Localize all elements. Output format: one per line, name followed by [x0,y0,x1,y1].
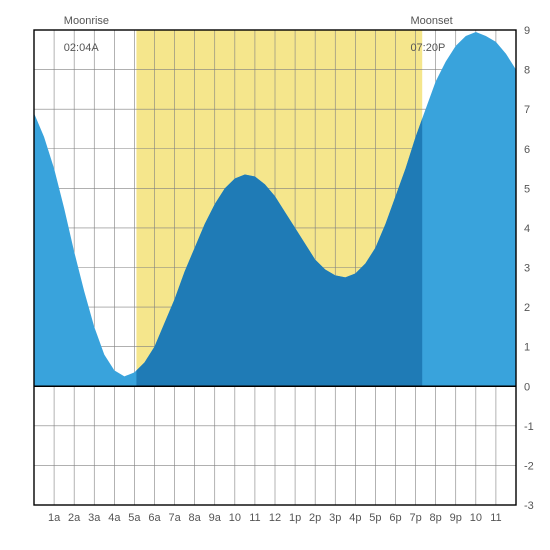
moonset-label: Moonset 07:20P [398,2,452,68]
x-tick-label: 2a [68,512,81,524]
y-tick-label: 4 [524,223,530,235]
y-tick-label: 6 [524,144,530,156]
tide-chart: Moonrise 02:04A Moonset 07:20P -3-2-1012… [0,0,550,550]
x-tick-label: 7a [168,512,181,524]
x-tick-label: 4a [108,512,121,524]
x-tick-label: 1a [48,512,61,524]
x-tick-label: 3p [329,512,341,524]
x-tick-label: 9a [209,512,222,524]
chart-svg: -3-2-101234567891a2a3a4a5a6a7a8a9a101112… [0,0,550,550]
x-tick-label: 11 [249,512,260,524]
y-tick-label: 8 [524,65,530,77]
y-tick-label: 2 [524,302,530,314]
x-tick-label: 12 [269,512,281,524]
y-tick-label: 7 [524,104,530,116]
x-tick-label: 5p [369,512,381,524]
moonrise-time: 02:04A [64,42,99,54]
y-tick-label: -3 [524,500,534,512]
x-tick-label: 5a [128,512,141,524]
y-tick-label: 9 [524,25,530,37]
x-tick-label: 11 [490,512,501,524]
x-tick-label: 9p [450,512,462,524]
moonset-time: 07:20P [410,42,445,54]
y-tick-label: 3 [524,263,530,275]
x-tick-label: 6p [389,512,401,524]
x-tick-label: 6a [148,512,161,524]
x-tick-label: 1p [289,512,301,524]
y-tick-label: -1 [524,421,534,433]
x-tick-label: 2p [309,512,321,524]
x-tick-label: 3a [88,512,101,524]
x-tick-label: 8p [430,512,442,524]
moonrise-title: Moonrise [64,15,109,27]
x-tick-label: 4p [349,512,361,524]
x-tick-label: 10 [229,512,241,524]
x-tick-label: 7p [409,512,421,524]
x-tick-label: 8a [189,512,202,524]
y-tick-label: 5 [524,183,530,195]
y-tick-label: 0 [524,381,530,393]
x-tick-label: 10 [470,512,482,524]
moonset-title: Moonset [410,15,452,27]
y-tick-label: -2 [524,460,534,472]
y-tick-label: 1 [524,342,530,354]
moonrise-label: Moonrise 02:04A [52,2,109,68]
